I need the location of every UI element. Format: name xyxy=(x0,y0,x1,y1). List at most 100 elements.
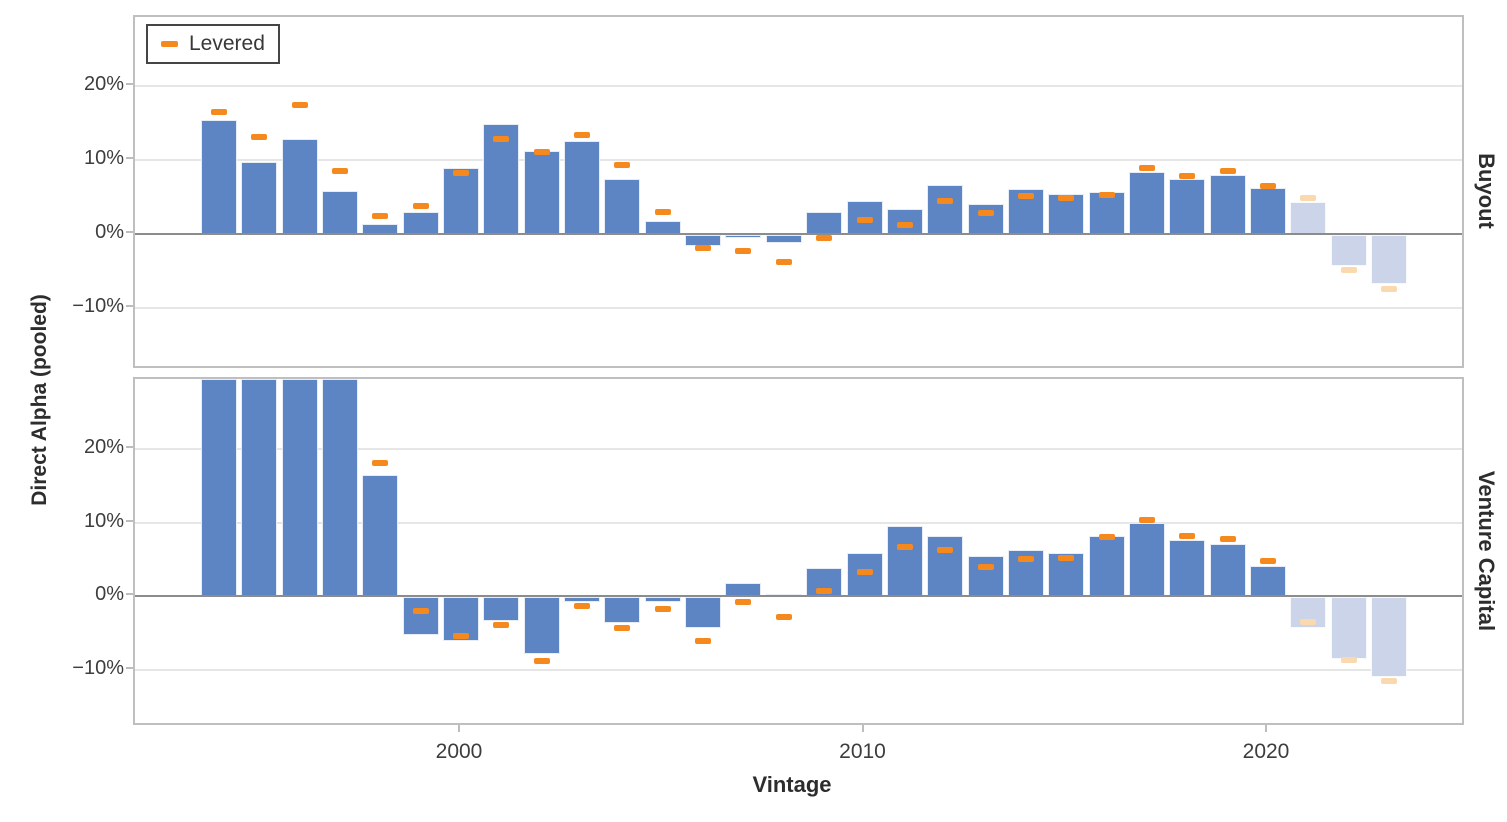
bar-2022 xyxy=(1330,597,1367,659)
levered-marker-1998 xyxy=(372,212,389,219)
bar-2014 xyxy=(1007,549,1044,596)
gridline xyxy=(135,521,1462,524)
levered-marker-2019 xyxy=(1219,535,1236,542)
levered-marker-2016 xyxy=(1098,192,1115,198)
y-tick-label: 20% xyxy=(83,436,124,458)
x-tick-label: 2020 xyxy=(1242,740,1290,763)
x-tick-mark xyxy=(458,725,460,732)
levered-marker-1996 xyxy=(291,102,308,109)
bar-2000 xyxy=(443,168,479,235)
facet-label-venture-capital: Venture Capital xyxy=(1474,470,1499,632)
y-tick-mark xyxy=(126,305,133,308)
levered-marker-2011 xyxy=(896,221,913,228)
bar-2007 xyxy=(725,582,762,596)
y-tick-mark xyxy=(126,231,133,234)
x-axis-title: Vintage xyxy=(752,772,832,797)
bar-2018 xyxy=(1169,540,1206,596)
levered-marker-1995 xyxy=(251,134,268,141)
bar-2020 xyxy=(1250,565,1286,596)
bar-2018 xyxy=(1169,178,1206,235)
bar-2017 xyxy=(1128,523,1165,596)
bar-1995 xyxy=(241,161,278,235)
bar-1999 xyxy=(402,597,439,636)
y-tick-mark xyxy=(126,666,133,669)
levered-marker-2019 xyxy=(1219,168,1236,175)
levered-marker-2020 xyxy=(1260,183,1276,190)
y-tick-mark xyxy=(126,519,133,522)
panel-buyout xyxy=(133,15,1464,368)
levered-marker-2014 xyxy=(1017,192,1034,199)
gridline xyxy=(135,159,1462,162)
y-tick-label: 20% xyxy=(83,73,124,95)
bar-1994 xyxy=(200,120,237,235)
levered-marker-1998 xyxy=(372,459,389,466)
bar-2019 xyxy=(1209,174,1246,235)
facet-label-buyout: Buyout xyxy=(1474,153,1499,229)
bar-2011 xyxy=(886,526,923,596)
bar-2013 xyxy=(967,203,1004,235)
levered-marker-2013 xyxy=(977,563,994,570)
gridline xyxy=(135,448,1462,450)
levered-marker-2020 xyxy=(1260,557,1276,564)
x-tick-label: 2010 xyxy=(839,740,886,763)
y-tick-label: 0% xyxy=(95,221,124,244)
y-tick-label: 0% xyxy=(95,583,124,605)
y-axis-title: Direct Alpha (pooled) xyxy=(28,294,51,506)
levered-marker-2003 xyxy=(574,602,591,609)
panel-venture-capital xyxy=(133,377,1464,725)
levered-marker-2015 xyxy=(1058,194,1075,201)
levered-marker-2022 xyxy=(1340,656,1357,663)
bar-2017 xyxy=(1128,172,1165,235)
gridline xyxy=(135,307,1462,310)
bar-2004 xyxy=(604,597,641,624)
bar-2007 xyxy=(725,235,762,239)
levered-marker-2023 xyxy=(1381,286,1398,293)
legend-label: Levered xyxy=(189,32,265,55)
bar-2013 xyxy=(967,556,1004,596)
y-tick-label: 10% xyxy=(83,509,124,532)
levered-marker-2011 xyxy=(896,543,913,550)
levered-marker-1997 xyxy=(331,167,348,174)
levered-marker-2007 xyxy=(735,598,752,605)
levered-marker-2018 xyxy=(1179,172,1196,179)
levered-marker-2000 xyxy=(453,169,469,176)
bar-1998 xyxy=(362,475,399,596)
levered-marker-2012 xyxy=(937,546,954,553)
y-tick-mark xyxy=(126,446,133,448)
levered-marker-2010 xyxy=(856,217,873,224)
levered-marker-2016 xyxy=(1098,534,1115,541)
zero-line xyxy=(135,595,1462,597)
levered-marker-2012 xyxy=(937,197,954,204)
bar-2021 xyxy=(1290,202,1327,235)
levered-marker-2003 xyxy=(574,131,591,138)
levered-marker-2015 xyxy=(1058,554,1075,561)
levered-marker-2021 xyxy=(1300,618,1317,625)
gridline xyxy=(135,668,1462,671)
levered-marker-2006 xyxy=(695,637,712,644)
bar-2016 xyxy=(1088,535,1125,596)
y-tick-label: −10% xyxy=(72,295,124,318)
levered-marker-2001 xyxy=(493,135,510,142)
bar-2003 xyxy=(564,140,601,235)
bar-1999 xyxy=(402,212,439,235)
levered-marker-1994 xyxy=(210,108,227,115)
levered-marker-2005 xyxy=(654,209,671,216)
y-tick-mark xyxy=(126,593,133,595)
bar-2023 xyxy=(1371,597,1408,678)
bar-2012 xyxy=(927,535,964,596)
levered-marker-1999 xyxy=(412,203,429,210)
bar-2004 xyxy=(604,179,641,235)
levered-marker-2023 xyxy=(1381,678,1398,685)
bar-2006 xyxy=(685,597,722,628)
legend: Levered xyxy=(146,24,280,64)
levered-marker-2022 xyxy=(1340,266,1357,273)
bar-2005 xyxy=(644,220,681,235)
levered-marker-2005 xyxy=(654,606,671,613)
levered-marker-2014 xyxy=(1017,555,1034,562)
levered-marker-2009 xyxy=(816,587,833,594)
levered-marker-2008 xyxy=(775,259,792,266)
bar-2009 xyxy=(806,212,843,235)
levered-legend-swatch-icon xyxy=(161,41,178,47)
levered-marker-2001 xyxy=(493,621,510,628)
